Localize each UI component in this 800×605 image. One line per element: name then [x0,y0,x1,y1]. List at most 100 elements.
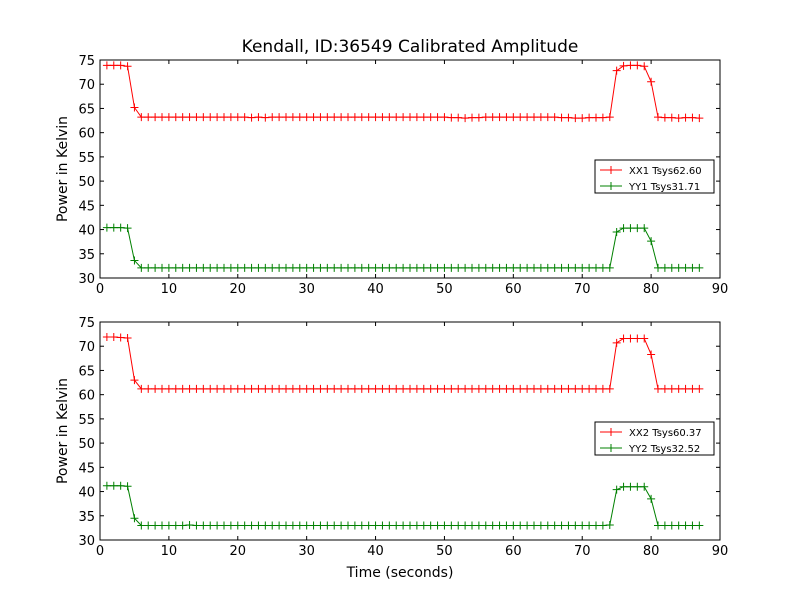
data-point [550,384,559,393]
data-point [516,384,525,393]
data-point [688,521,697,530]
legend-box [594,421,715,456]
data-point [350,113,359,122]
data-point [151,521,160,530]
data-point [681,113,690,122]
data-point [364,521,373,530]
data-point [412,384,421,393]
data-point [564,263,573,272]
data-point [454,113,463,122]
data-point [206,521,215,530]
data-point [337,113,346,122]
y-tick-label: 55 [78,413,95,428]
data-point [171,521,180,530]
x-tick-label: 90 [712,282,729,297]
data-point [406,263,414,272]
data-point [268,384,277,393]
data-point [213,384,222,393]
data-point [323,263,332,272]
data-point [268,113,277,122]
y-tick-label: 60 [78,127,95,142]
y-tick-label: 40 [78,224,95,239]
data-point [419,384,428,393]
y-tick-label: 75 [78,316,95,331]
data-point [295,113,304,122]
data-point [185,113,194,122]
data-point [530,113,538,122]
y-tick-label: 70 [78,78,95,93]
data-point [640,334,649,343]
legend-label: XX2 Tsys60.37 [629,428,702,439]
data-point [695,263,704,272]
x-tick-label: 40 [367,544,384,559]
data-point [116,61,125,70]
data-point [206,113,215,122]
y-tick-label: 75 [78,54,95,69]
data-point [619,224,628,233]
data-point [199,263,208,272]
data-point [578,521,587,530]
data-point [481,521,490,530]
data-point [178,521,187,530]
data-point [144,113,153,122]
data-point [371,521,380,530]
data-point [116,223,125,232]
data-point [523,113,532,122]
data-point [378,263,387,272]
data-point [667,521,676,530]
data-point [247,384,256,393]
data-point [660,521,669,530]
data-point [109,223,118,232]
data-point [261,263,270,272]
data-point [254,263,263,272]
data-point [268,263,277,272]
data-point [392,384,401,393]
data-point [461,521,470,530]
legend-swatch-marker [607,444,615,452]
data-point [337,384,346,393]
data-point [488,113,497,122]
data-point [433,521,442,530]
x-tick-label: 70 [574,544,591,559]
data-point [543,263,552,272]
data-point [426,263,435,272]
data-point [199,113,208,122]
data-point [550,113,559,122]
data-point [178,263,187,272]
data-point [392,113,401,122]
data-point [275,384,284,393]
data-point [261,384,270,393]
data-point [557,521,566,530]
data-point [468,384,476,393]
data-point [109,333,118,342]
data-point [199,521,208,530]
data-point [123,333,132,342]
x-tick-label: 20 [230,544,247,559]
data-point [647,494,656,503]
data-point [130,256,139,265]
data-point [488,263,497,272]
data-point [226,113,235,122]
x-tick-label: 0 [96,282,104,297]
data-point [288,521,297,530]
data-point [144,521,153,530]
data-point [240,113,249,122]
legend-swatch-marker [607,182,615,190]
x-tick-label: 10 [161,282,178,297]
data-point [667,263,676,272]
data-point [536,113,545,122]
series-xx2 [102,333,704,393]
data-point [378,384,387,393]
data-point [192,384,201,393]
data-point [681,521,690,530]
x-tick-label: 10 [161,544,178,559]
data-point [412,521,421,530]
data-point [344,521,352,530]
data-point [323,521,332,530]
data-point [185,384,194,393]
data-point [220,521,228,530]
y-tick-label: 35 [78,248,95,263]
data-point [626,224,635,233]
data-point [633,224,642,233]
